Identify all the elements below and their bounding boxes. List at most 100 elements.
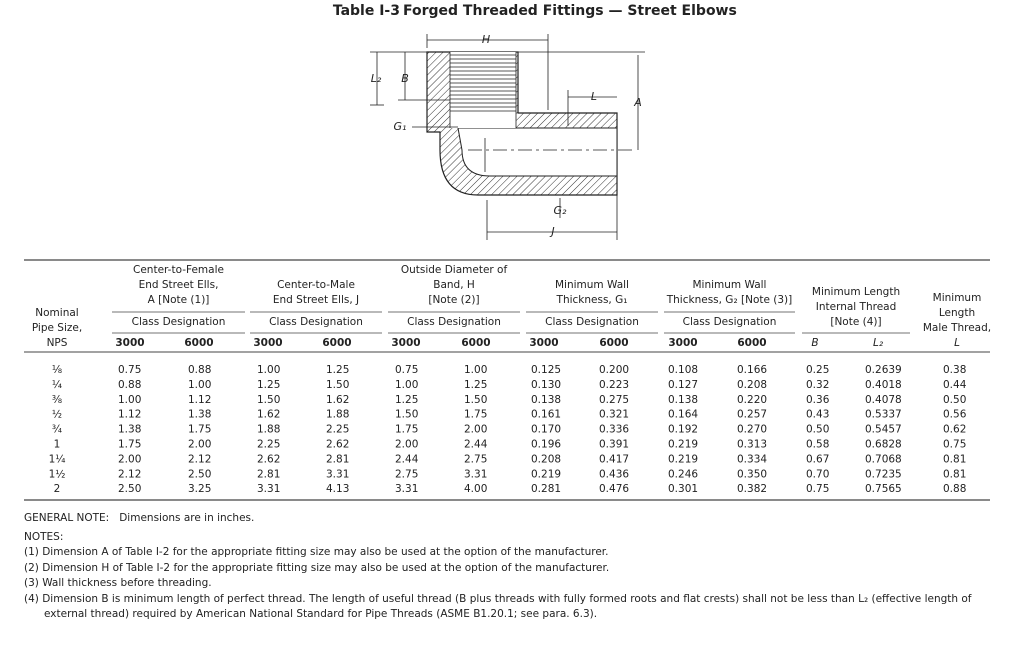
table-cell: 2.12 [118,468,141,480]
table-cell: 0.4078 [865,394,902,406]
class-designation: Class Designation [269,316,363,328]
table-cell: 0.192 [668,424,698,436]
table-cell: 0.38 [943,364,966,376]
table-cell: 1.75 [395,424,418,436]
table-cell: 0.170 [531,424,561,436]
table-cell: 2.00 [395,439,418,451]
note: (2) Dimension H of Table I-2 for the app… [24,561,610,574]
table-cell: 0.6828 [865,439,902,451]
table-cell: 0.108 [668,364,698,376]
column-header: L₂ [873,337,884,349]
table-cell: 0.127 [668,379,698,391]
column-header: 3000 [391,337,420,349]
class-designation: Class Designation [407,316,501,328]
table-cell: 2.50 [118,483,141,495]
table-cell: 0.223 [599,379,629,391]
header-text: NPS [47,337,68,349]
table-cell: 0.301 [668,483,698,495]
general-note-text: Dimensions are in inches. [119,512,255,524]
table-cell: 2.81 [326,453,349,465]
table-cell: 0.36 [806,394,830,406]
table-cell: 0.138 [531,394,561,406]
general-note: GENERAL NOTE: Dimensions are in inches. [24,511,984,527]
table-cell: 0.166 [737,364,767,376]
table-cell: 0.56 [943,409,967,421]
table-cell: 2.75 [464,453,487,465]
table-cell: 0.382 [737,483,767,495]
table-cell: 0.2639 [865,364,902,376]
table-cell: 0.270 [737,424,767,436]
table-cell: 0.275 [599,394,629,406]
table-cell: 1.00 [118,394,141,406]
dim-label: G₂ [554,204,568,217]
table-cell: 3.25 [188,483,211,495]
header-text: Nominal [35,307,78,319]
header-text: Outside Diameter of [401,264,508,276]
table-cell: 0.75 [118,364,141,376]
dim-label: G₁ [394,120,407,133]
table-cell: 0.4018 [865,379,902,391]
table-cell: 0.43 [806,409,829,421]
table-cell: 0.436 [599,468,629,480]
table-cell: 1.12 [188,394,211,406]
dim-label: L₂ [371,72,382,85]
column-header: B [811,337,818,349]
header-text: Length [939,307,975,319]
table-cell: 0.5337 [865,409,902,421]
table-cell: 3.31 [395,483,418,495]
table-cell: 0.196 [531,439,561,451]
header-text: [Note (2)] [428,294,479,306]
table-cell: 0.164 [668,409,698,421]
table-cell: 0.138 [668,394,698,406]
table-cell: 2.62 [326,439,349,451]
table-cell: 1.88 [326,409,349,421]
table-cell: 2.25 [257,439,280,451]
table-cell: 0.75 [943,439,966,451]
table-cell: 1.38 [188,409,211,421]
table-cell: 2.44 [395,453,419,465]
table-cell: 2.25 [326,424,349,436]
header-text: Minimum Wall [693,279,767,291]
nps-cell: 1½ [49,468,66,480]
table-cell: 0.417 [599,453,629,465]
nps-cell: ⅜ [52,394,62,406]
elbow-drawing [370,34,645,240]
header-text: End Street Ells, [139,279,219,291]
table-cell: 3.31 [464,468,487,480]
nps-cell: 2 [54,483,61,495]
header-text: L [954,337,960,349]
nps-cell: ½ [52,409,62,421]
nps-cell: ¼ [52,379,62,391]
table-cell: 1.75 [464,409,487,421]
class-designation: Class Designation [545,316,639,328]
table-cell: 0.391 [599,439,629,451]
table-cell: 1.25 [326,364,349,376]
table-cell: 0.81 [943,468,966,480]
table-cell: 1.12 [118,409,141,421]
table-cell: 1.00 [395,379,418,391]
column-header: 6000 [461,337,490,349]
table-cell: 2.12 [188,453,211,465]
table: Nominal Pipe Size, NPS Center-to-Female End … [32,264,991,495]
table-cell: 4.13 [326,483,349,495]
table-cell: 0.219 [668,453,698,465]
table-cell: 1.00 [188,379,211,391]
table-cell: 2.50 [188,468,211,480]
table-cell: 0.7565 [865,483,902,495]
table-cell: 1.62 [326,394,349,406]
header-text: Internal Thread [816,301,897,313]
table-cell: 2.00 [188,439,211,451]
table-cell: 0.200 [599,364,629,376]
header-text: A [Note (1)] [148,294,210,306]
header-text: Minimum [933,292,982,304]
note-list: (1) Dimension A of Table I-2 for the app… [24,545,984,623]
table-cell: 3.31 [257,483,280,495]
column-header: 6000 [737,337,766,349]
table-cell: 1.38 [118,424,141,436]
table-cell: 2.00 [118,453,141,465]
header-text: Band, H [433,279,475,291]
header-text: Thickness, G₁ [556,294,628,306]
table-cell: 2.62 [257,453,280,465]
dim-label: A [633,96,642,109]
